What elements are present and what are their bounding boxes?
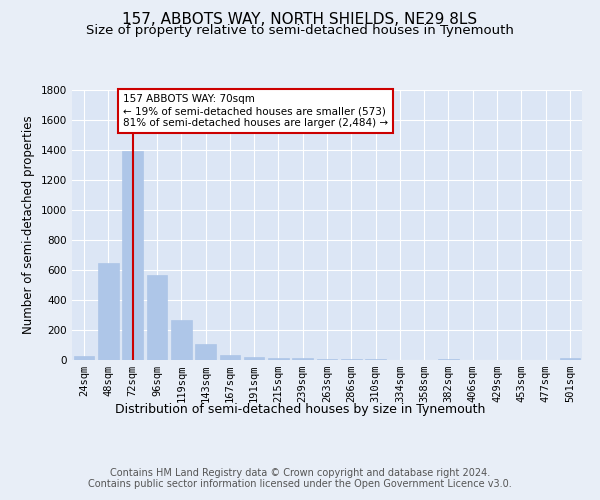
- Bar: [438, 358, 459, 360]
- Text: 157 ABBOTS WAY: 70sqm
← 19% of semi-detached houses are smaller (573)
81% of sem: 157 ABBOTS WAY: 70sqm ← 19% of semi-deta…: [123, 94, 388, 128]
- Bar: [220, 355, 240, 360]
- Text: Size of property relative to semi-detached houses in Tynemouth: Size of property relative to semi-detach…: [86, 24, 514, 37]
- Y-axis label: Number of semi-detached properties: Number of semi-detached properties: [22, 116, 35, 334]
- Text: Distribution of semi-detached houses by size in Tynemouth: Distribution of semi-detached houses by …: [115, 402, 485, 415]
- Bar: [560, 358, 580, 360]
- Bar: [244, 357, 265, 360]
- Bar: [292, 358, 313, 360]
- Bar: [98, 262, 119, 360]
- Bar: [74, 356, 94, 360]
- Text: 157, ABBOTS WAY, NORTH SHIELDS, NE29 8LS: 157, ABBOTS WAY, NORTH SHIELDS, NE29 8LS: [122, 12, 478, 28]
- Bar: [122, 152, 143, 360]
- Bar: [171, 320, 191, 360]
- Bar: [317, 359, 337, 360]
- Bar: [341, 359, 362, 360]
- Bar: [268, 358, 289, 360]
- Bar: [195, 344, 216, 360]
- Text: Contains HM Land Registry data © Crown copyright and database right 2024.
Contai: Contains HM Land Registry data © Crown c…: [88, 468, 512, 489]
- Bar: [146, 274, 167, 360]
